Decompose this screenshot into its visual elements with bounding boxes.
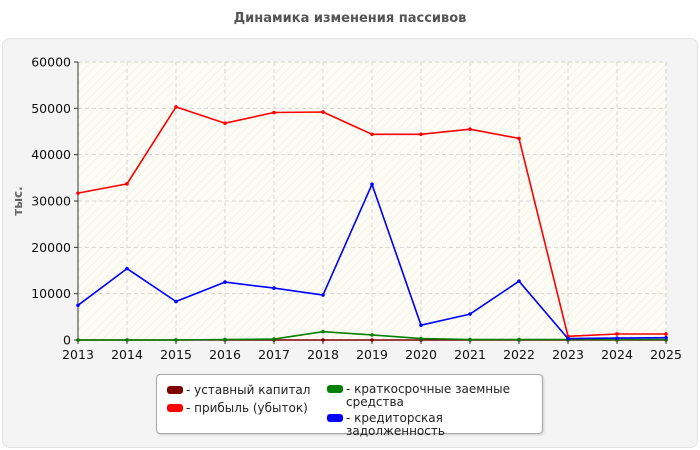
y-tick-label: 20000 — [31, 240, 71, 255]
data-point — [419, 323, 423, 327]
legend-swatch — [327, 414, 343, 422]
series-1 — [76, 105, 668, 339]
data-point — [468, 337, 472, 342]
legend-swatch — [167, 386, 183, 394]
data-point — [321, 293, 325, 297]
x-tick-label: 2025 — [650, 347, 682, 362]
x-tick-label: 2021 — [454, 347, 486, 362]
data-point — [419, 132, 423, 137]
data-point — [370, 338, 374, 342]
data-point — [76, 191, 80, 195]
data-point — [566, 336, 570, 341]
data-point — [615, 336, 619, 340]
x-tick-label: 2020 — [405, 347, 437, 362]
legend-label: - прибыль (убыток) — [186, 401, 308, 415]
data-point — [321, 338, 325, 342]
data-point — [174, 105, 178, 109]
data-point — [125, 266, 129, 271]
x-tick-label: 2019 — [356, 347, 388, 362]
x-axis-ticks: 2013 2014 2015 2016 2017 2018 2019 2020 2021 2022… — [62, 340, 682, 362]
x-tick-label: 2017 — [258, 347, 290, 362]
legend-swatch — [167, 404, 183, 412]
data-point — [468, 312, 472, 316]
x-tick-label: 2018 — [307, 347, 339, 362]
data-point — [272, 110, 276, 115]
data-point — [517, 279, 521, 283]
data-point — [517, 136, 521, 141]
x-tick-label: 2014 — [111, 347, 143, 362]
legend-label: - уставный капитал — [186, 383, 311, 397]
data-point — [125, 338, 129, 342]
x-tick-label: 2013 — [62, 347, 94, 362]
y-tick-label: 40000 — [31, 147, 71, 162]
legend-item-profit[interactable]: - прибыль (убыток) — [167, 402, 308, 415]
data-point — [370, 182, 374, 187]
chart-title: Динамика изменения пассивов — [233, 11, 467, 26]
data-point — [321, 329, 325, 334]
legend-label: - краткосрочные заемные средства — [346, 382, 510, 409]
data-point — [125, 182, 129, 186]
y-tick-label: 50000 — [31, 101, 71, 116]
legend-swatch — [327, 385, 343, 393]
x-tick-label: 2022 — [503, 347, 535, 362]
x-tick-label: 2015 — [160, 347, 192, 362]
data-point — [272, 286, 276, 290]
y-tick-label: 0 — [63, 333, 71, 348]
data-point — [174, 299, 178, 304]
y-tick-label: 10000 — [31, 286, 71, 301]
data-point — [76, 303, 80, 308]
data-point — [223, 121, 227, 125]
data-point — [419, 336, 423, 341]
x-tick-label: 2016 — [209, 347, 241, 362]
data-point — [517, 337, 521, 342]
data-point — [468, 127, 472, 131]
x-tick-label: 2023 — [552, 347, 584, 362]
y-tick-label: 60000 — [31, 55, 71, 70]
legend: - уставный капитал - прибыль (убыток) - … — [156, 374, 543, 438]
data-point — [76, 338, 80, 342]
y-tick-label: 30000 — [31, 194, 71, 209]
data-point — [370, 132, 374, 137]
legend-item-short-term-loans[interactable]: - краткосрочные заемные средства — [327, 383, 532, 409]
x-tick-label: 2024 — [601, 347, 633, 362]
legend-item-payables[interactable]: - кредиторская задолженность — [327, 412, 542, 438]
data-point — [321, 110, 325, 114]
y-axis-label: тыс. — [11, 186, 25, 215]
data-point — [223, 337, 227, 342]
data-point — [370, 333, 374, 337]
data-point — [174, 338, 178, 342]
data-point — [664, 335, 668, 340]
series-lines — [76, 105, 668, 342]
legend-item-capital[interactable]: - уставный капитал — [167, 384, 310, 397]
legend-label: - кредиторская задолженность — [346, 411, 445, 438]
series-3 — [76, 182, 668, 341]
data-point — [223, 280, 227, 284]
data-point — [615, 332, 619, 336]
data-point — [272, 337, 276, 341]
y-axis-ticks: 0 10000 20000 30000 40000 50000 60000 — [31, 55, 78, 348]
data-point — [664, 332, 668, 336]
